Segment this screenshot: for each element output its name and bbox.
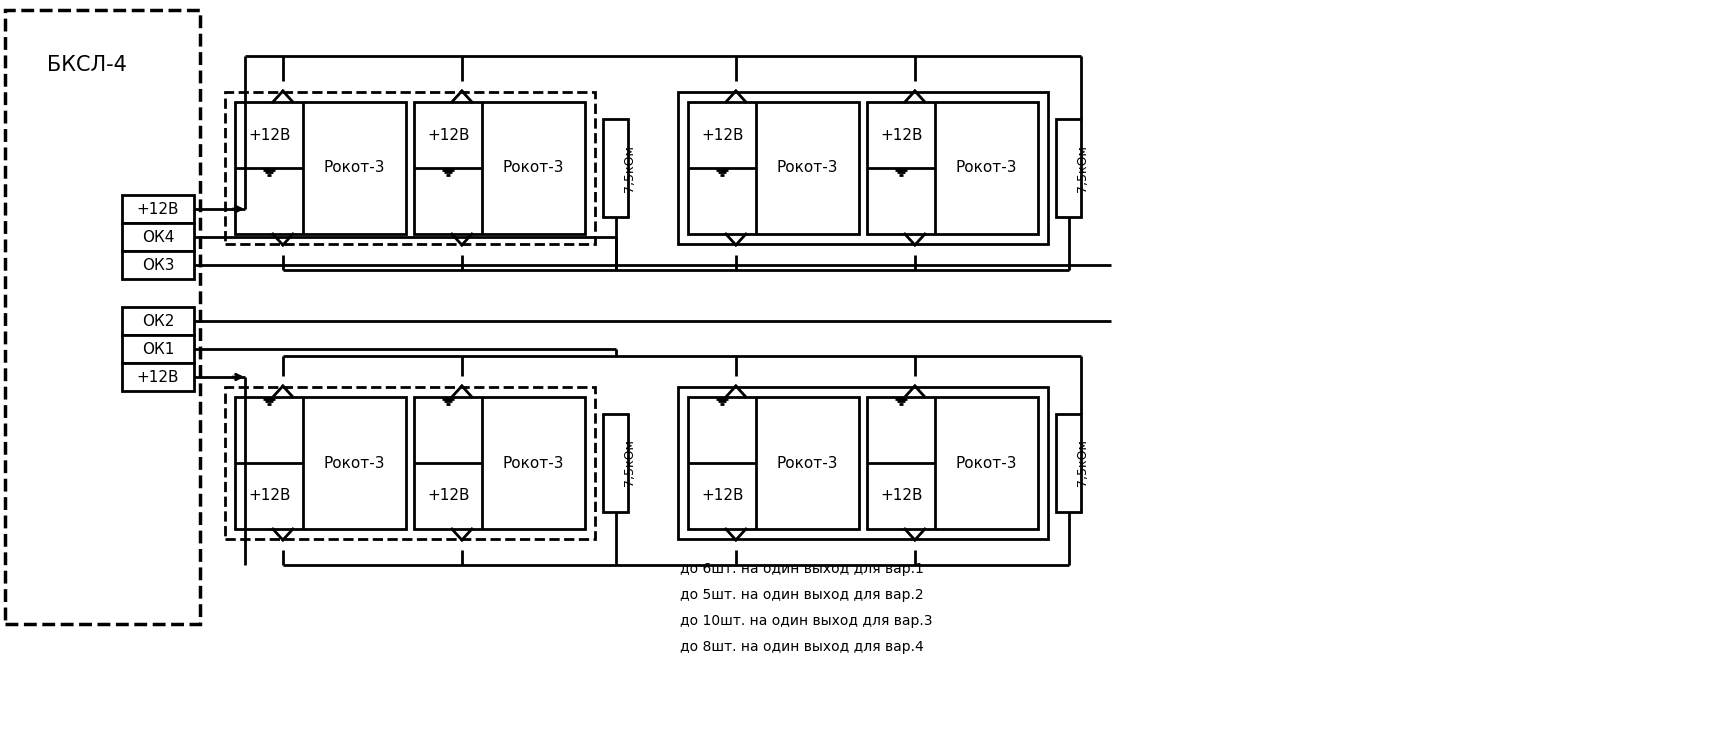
Text: +12В: +12В bbox=[880, 489, 923, 504]
Text: до 5шт. на один выход для вар.2: до 5шт. на один выход для вар.2 bbox=[681, 588, 923, 602]
Text: +12В: +12В bbox=[701, 128, 743, 142]
Text: +12В: +12В bbox=[138, 369, 179, 385]
Bar bbox=[225, 92, 595, 244]
Text: +12В: +12В bbox=[248, 128, 291, 142]
Bar bbox=[688, 397, 860, 529]
Bar bbox=[414, 397, 584, 529]
Bar bbox=[866, 397, 1038, 529]
Bar bbox=[122, 251, 194, 279]
Bar bbox=[122, 363, 194, 391]
Bar bbox=[677, 92, 1049, 244]
Text: Рокот-3: Рокот-3 bbox=[956, 456, 1018, 470]
Text: 7,5кОм: 7,5кОм bbox=[622, 440, 636, 487]
Text: +12В: +12В bbox=[880, 128, 923, 142]
Text: до 8шт. на один выход для вар.4: до 8шт. на один выход для вар.4 bbox=[681, 640, 923, 654]
Text: БКСЛ-4: БКСЛ-4 bbox=[46, 55, 127, 75]
Text: ОК2: ОК2 bbox=[141, 313, 174, 329]
Text: до 6шт. на один выход для вар.1: до 6шт. на один выход для вар.1 bbox=[681, 562, 923, 576]
Text: ОК4: ОК4 bbox=[141, 230, 174, 244]
Bar bbox=[866, 102, 1038, 234]
Text: 7,5кОм: 7,5кОм bbox=[1076, 145, 1090, 192]
Text: +12В: +12В bbox=[248, 489, 291, 504]
Text: до 10шт. на один выход для вар.3: до 10шт. на один выход для вар.3 bbox=[681, 614, 932, 628]
Text: ОК1: ОК1 bbox=[141, 341, 174, 357]
Text: +12В: +12В bbox=[138, 202, 179, 217]
Text: 7,5кОм: 7,5кОм bbox=[1076, 440, 1090, 487]
Text: Рокот-3: Рокот-3 bbox=[956, 161, 1018, 175]
Bar bbox=[414, 102, 584, 234]
Bar bbox=[236, 397, 406, 529]
Text: Рокот-3: Рокот-3 bbox=[777, 161, 839, 175]
Bar bbox=[1055, 119, 1081, 217]
Bar bbox=[122, 195, 194, 223]
Bar bbox=[603, 413, 627, 512]
Bar bbox=[677, 387, 1049, 539]
Text: Рокот-3: Рокот-3 bbox=[504, 161, 564, 175]
Text: Рокот-3: Рокот-3 bbox=[323, 456, 385, 470]
Text: Рокот-3: Рокот-3 bbox=[777, 456, 839, 470]
Bar bbox=[1055, 413, 1081, 512]
Bar bbox=[122, 223, 194, 251]
Bar bbox=[603, 119, 627, 217]
Text: ОК3: ОК3 bbox=[141, 258, 174, 272]
Text: 7,5кОм: 7,5кОм bbox=[622, 145, 636, 192]
Bar bbox=[225, 387, 595, 539]
Text: Рокот-3: Рокот-3 bbox=[504, 456, 564, 470]
Bar bbox=[122, 307, 194, 335]
Bar bbox=[688, 102, 860, 234]
Text: Рокот-3: Рокот-3 bbox=[323, 161, 385, 175]
Text: +12В: +12В bbox=[426, 489, 469, 504]
Bar bbox=[122, 335, 194, 363]
Bar bbox=[5, 10, 199, 624]
Bar bbox=[236, 102, 406, 234]
Text: +12В: +12В bbox=[426, 128, 469, 142]
Text: +12В: +12В bbox=[701, 489, 743, 504]
